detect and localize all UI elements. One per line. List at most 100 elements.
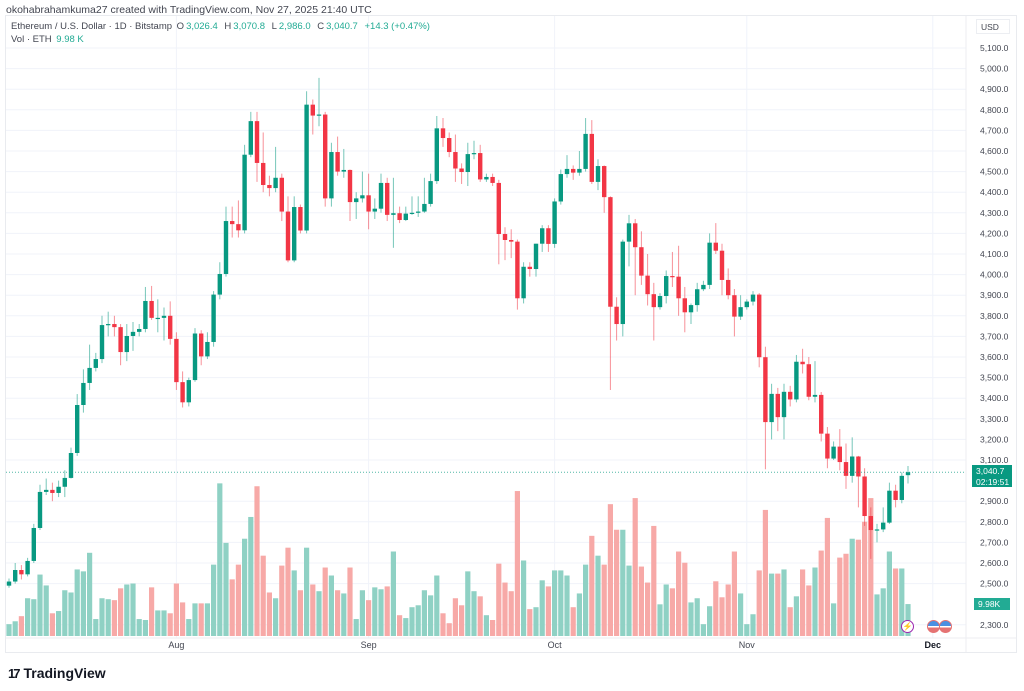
candle-body[interactable] [248,121,253,155]
candle-body[interactable] [168,315,173,339]
candle-body[interactable] [775,393,780,418]
candle-body[interactable] [75,404,80,453]
candle-body[interactable] [285,211,291,261]
currency-button[interactable]: USD [976,19,1010,34]
candle-body[interactable] [837,446,842,463]
candle-body[interactable] [614,306,619,325]
candle-body[interactable] [788,391,793,400]
symbol-title[interactable]: Ethereum / U.S. Dollar · 1D · Bitstamp [11,21,173,32]
candle-body[interactable] [682,298,687,313]
candle-body[interactable] [409,212,415,214]
candle-body[interactable] [744,301,749,308]
candle-body[interactable] [676,276,681,299]
candle-body[interactable] [484,176,489,180]
candle-body[interactable] [149,300,154,318]
candle-body[interactable] [242,154,247,231]
candle-body[interactable] [781,391,787,418]
candle-body[interactable] [769,393,774,423]
candle-body[interactable] [825,433,830,459]
candle-body[interactable] [341,169,346,172]
candle-body[interactable] [509,239,514,242]
candle-body[interactable] [329,152,334,199]
candle-body[interactable] [130,331,136,336]
candle-body[interactable] [199,333,204,357]
candle-body[interactable] [732,295,737,317]
candle-body[interactable] [403,213,408,221]
candle-body[interactable] [639,247,644,276]
candle-body[interactable] [25,560,30,575]
candle-body[interactable] [812,394,818,397]
candle-body[interactable] [56,486,61,493]
candle-body[interactable] [360,195,365,199]
candle-body[interactable] [447,138,452,153]
candle-body[interactable] [372,208,377,212]
candle-body[interactable] [459,168,464,173]
candle-body[interactable] [112,324,117,328]
candle-body[interactable] [899,475,904,500]
candle-body[interactable] [887,490,892,523]
candle-body[interactable] [657,296,663,308]
candle-body[interactable] [279,177,284,212]
candle-body[interactable] [651,294,656,308]
candle-body[interactable] [608,197,613,307]
candle-body[interactable] [230,221,235,225]
candle-body[interactable] [490,176,495,183]
candle-body[interactable] [571,168,576,173]
candle-body[interactable] [868,516,873,531]
candle-body[interactable] [453,152,458,169]
candle-body[interactable] [515,241,520,299]
candle-body[interactable] [236,224,241,231]
candle-body[interactable] [552,201,557,244]
candle-body[interactable] [577,168,582,173]
candle-body[interactable] [664,276,669,297]
candle-body[interactable] [93,359,98,368]
candle-body[interactable] [502,234,508,240]
candle-body[interactable] [540,228,545,244]
candle-body[interactable] [118,327,123,353]
candle-body[interactable] [366,195,371,212]
candle-body[interactable] [273,177,278,189]
candle-body[interactable] [595,166,601,182]
candle-body[interactable] [267,184,272,189]
candle-body[interactable] [856,456,861,477]
candle-body[interactable] [254,121,260,163]
candle-body[interactable] [633,223,638,248]
volume-label[interactable]: Vol · ETH [11,34,52,45]
candle-body[interactable] [893,490,898,500]
candle-body[interactable] [620,241,625,325]
tradingview-logo[interactable]: 17 TradingView [8,665,106,681]
candle-body[interactable] [701,284,706,290]
candle-body[interactable] [378,182,384,209]
candle-body[interactable] [688,305,694,313]
candle-body[interactable] [719,250,725,280]
candle-body[interactable] [161,315,167,318]
candle-body[interactable] [143,300,148,329]
candle-body[interactable] [155,317,160,320]
candle-body[interactable] [310,104,315,116]
candle-body[interactable] [440,128,446,139]
candle-body[interactable] [180,382,185,403]
candle-body[interactable] [292,207,297,261]
candle-body[interactable] [211,294,216,342]
candle-body[interactable] [726,279,731,296]
candle-body[interactable] [843,462,849,476]
candle-body[interactable] [217,273,222,295]
candle-body[interactable] [298,207,303,231]
candle-body[interactable] [422,203,427,212]
candle-body[interactable] [707,242,712,285]
candle-body[interactable] [99,325,105,360]
candle-body[interactable] [19,570,24,575]
candle-body[interactable] [589,133,594,182]
candle-body[interactable] [564,168,570,175]
candle-body[interactable] [428,181,433,204]
candle-body[interactable] [850,456,855,476]
candle-body[interactable] [137,328,142,332]
candle-body[interactable] [186,380,191,403]
candle-body[interactable] [223,221,229,274]
candle-body[interactable] [323,114,328,199]
candle-body[interactable] [831,446,836,459]
candle-body[interactable] [37,491,43,528]
lightning-event-icon[interactable]: ⚡ [901,620,914,633]
candle-body[interactable] [31,527,36,561]
candle-body[interactable] [205,341,210,357]
